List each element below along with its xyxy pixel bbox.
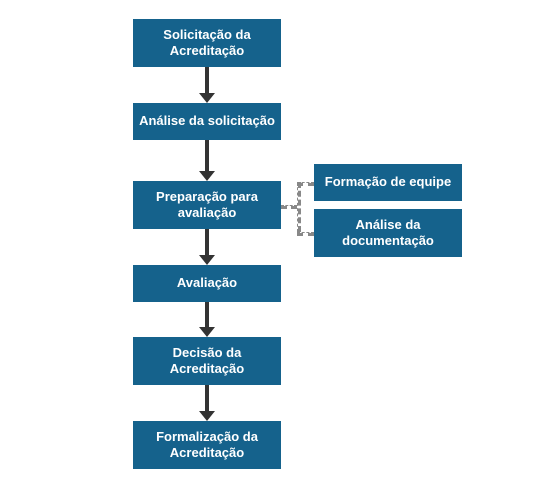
flowchart-node-s2: Análise dadocumentação — [314, 209, 462, 257]
flowchart-node-n2: Análise da solicitação — [133, 103, 281, 140]
flowchart-node-n3: Preparação paraavaliação — [133, 181, 281, 229]
flowchart-arrow-3 — [199, 229, 215, 265]
dashed-connector-3 — [297, 182, 314, 186]
flowchart-arrow-1 — [199, 67, 215, 103]
flowchart-arrow-5 — [199, 385, 215, 421]
flowchart-arrow-2 — [199, 140, 215, 181]
dashed-connector-2 — [297, 182, 301, 232]
flowchart-node-n1: Solicitação daAcreditação — [133, 19, 281, 67]
dashed-connector-4 — [297, 232, 314, 236]
dashed-connector-1 — [281, 205, 297, 209]
flowchart-node-n4: Avaliação — [133, 265, 281, 302]
flowchart-node-s1: Formação de equipe — [314, 164, 462, 201]
flowchart-node-n6: Formalização daAcreditação — [133, 421, 281, 469]
flowchart-node-n5: Decisão daAcreditação — [133, 337, 281, 385]
flowchart-canvas: Solicitação daAcreditação Análise da soli… — [0, 0, 558, 500]
flowchart-arrow-4 — [199, 302, 215, 337]
